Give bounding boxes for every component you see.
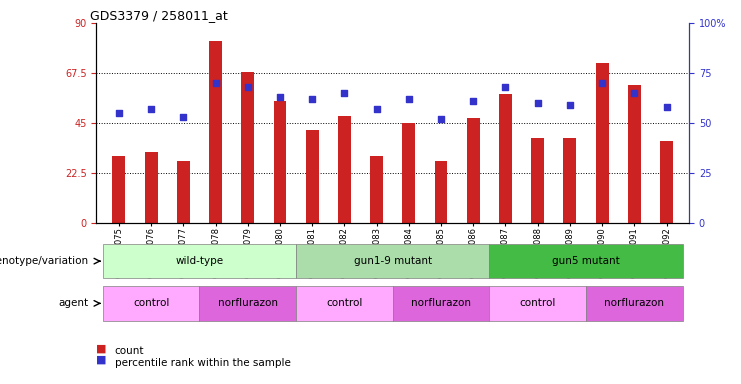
- Bar: [435, 161, 448, 223]
- Bar: [273, 101, 287, 223]
- Bar: [489, 286, 586, 321]
- Bar: [531, 138, 544, 223]
- Text: ■: ■: [96, 355, 107, 365]
- Point: [435, 116, 447, 122]
- Bar: [296, 244, 489, 278]
- Bar: [499, 94, 512, 223]
- Text: agent: agent: [59, 298, 89, 308]
- Text: GDS3379 / 258011_at: GDS3379 / 258011_at: [90, 9, 228, 22]
- Point: [306, 96, 318, 102]
- Bar: [144, 152, 158, 223]
- Bar: [563, 138, 576, 223]
- Text: genotype/variation: genotype/variation: [0, 256, 89, 266]
- Bar: [242, 72, 254, 223]
- Bar: [103, 286, 199, 321]
- Text: ■: ■: [96, 343, 107, 353]
- Text: norflurazon: norflurazon: [411, 298, 471, 308]
- Bar: [402, 123, 415, 223]
- Point: [370, 106, 382, 112]
- Bar: [628, 85, 641, 223]
- Bar: [370, 156, 383, 223]
- Text: norflurazon: norflurazon: [605, 298, 665, 308]
- Point: [210, 80, 222, 86]
- Text: norflurazon: norflurazon: [218, 298, 278, 308]
- Bar: [199, 286, 296, 321]
- Bar: [393, 286, 489, 321]
- Text: gun5 mutant: gun5 mutant: [552, 256, 620, 266]
- Bar: [596, 63, 608, 223]
- Bar: [296, 286, 393, 321]
- Bar: [338, 116, 350, 223]
- Point: [468, 98, 479, 104]
- Bar: [103, 244, 296, 278]
- Text: control: control: [133, 298, 169, 308]
- Text: wild-type: wild-type: [176, 256, 224, 266]
- Point: [564, 102, 576, 108]
- Bar: [489, 244, 682, 278]
- Text: control: control: [326, 298, 362, 308]
- Bar: [660, 141, 673, 223]
- Text: control: control: [519, 298, 556, 308]
- Point: [339, 90, 350, 96]
- Point: [532, 100, 544, 106]
- Point: [628, 90, 640, 96]
- Point: [145, 106, 157, 112]
- Bar: [177, 161, 190, 223]
- Text: count: count: [115, 346, 144, 356]
- Point: [177, 114, 189, 120]
- Point: [242, 84, 253, 90]
- Point: [113, 110, 124, 116]
- Bar: [113, 156, 125, 223]
- Point: [403, 96, 415, 102]
- Point: [499, 84, 511, 90]
- Point: [661, 104, 673, 110]
- Point: [597, 80, 608, 86]
- Text: gun1-9 mutant: gun1-9 mutant: [353, 256, 432, 266]
- Bar: [586, 286, 682, 321]
- Bar: [467, 118, 479, 223]
- Bar: [209, 41, 222, 223]
- Point: [274, 94, 286, 100]
- Bar: [306, 129, 319, 223]
- Text: percentile rank within the sample: percentile rank within the sample: [115, 358, 290, 368]
